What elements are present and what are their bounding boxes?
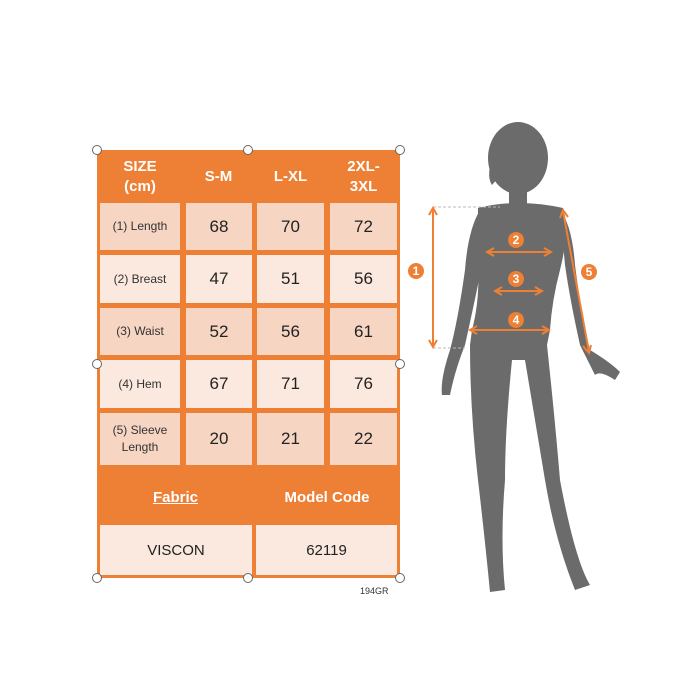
marker-3: 3	[513, 272, 520, 286]
size-value: 47	[186, 255, 252, 303]
fabric-value: VISCON	[100, 525, 252, 575]
resize-handle[interactable]	[243, 573, 253, 583]
size-value: 51	[257, 255, 324, 303]
size-value: 61	[330, 308, 397, 355]
size-chart-table: SIZE (cm) S-M L-XL 2XL- 3XL (1) Length 68…	[97, 150, 400, 578]
model-code-header: Model Code	[284, 488, 370, 506]
silhouette-icon	[441, 122, 620, 592]
product-code: 194GR	[360, 586, 389, 596]
size-value: 68	[186, 203, 252, 250]
size-value: 76	[330, 360, 397, 408]
row-label: (5) Sleeve Length	[100, 413, 180, 465]
size-value: 71	[257, 360, 324, 408]
size-value: 21	[257, 413, 324, 465]
row-label: (4) Hem	[100, 360, 180, 408]
sleeve-arrow	[562, 210, 590, 353]
size-2xl-3xl-header: 2XL- 3XL	[347, 157, 380, 195]
marker-5: 5	[586, 265, 593, 279]
resize-handle[interactable]	[395, 573, 405, 583]
resize-handle[interactable]	[92, 359, 102, 369]
resize-handle[interactable]	[243, 145, 253, 155]
row-label: (1) Length	[100, 203, 180, 250]
size-s-m-header: S-M	[204, 167, 233, 185]
size-value: 22	[330, 413, 397, 465]
size-value: 56	[330, 255, 397, 303]
size-value: 20	[186, 413, 252, 465]
size-header: SIZE (cm)	[123, 157, 157, 195]
marker-1: 1	[413, 264, 420, 278]
size-l-xl-header: L-XL	[273, 167, 308, 185]
size-value: 52	[186, 308, 252, 355]
model-code-value: 62119	[256, 525, 397, 575]
size-value: 56	[257, 308, 324, 355]
row-label: (3) Waist	[100, 308, 180, 355]
marker-4: 4	[513, 313, 520, 327]
marker-2: 2	[513, 233, 520, 247]
resize-handle[interactable]	[92, 145, 102, 155]
resize-handle[interactable]	[395, 145, 405, 155]
resize-handle[interactable]	[92, 573, 102, 583]
fabric-header: Fabric	[152, 488, 198, 506]
size-value: 70	[257, 203, 324, 250]
row-label: (2) Breast	[100, 255, 180, 303]
resize-handle[interactable]	[395, 359, 405, 369]
size-value: 72	[330, 203, 397, 250]
size-value: 67	[186, 360, 252, 408]
